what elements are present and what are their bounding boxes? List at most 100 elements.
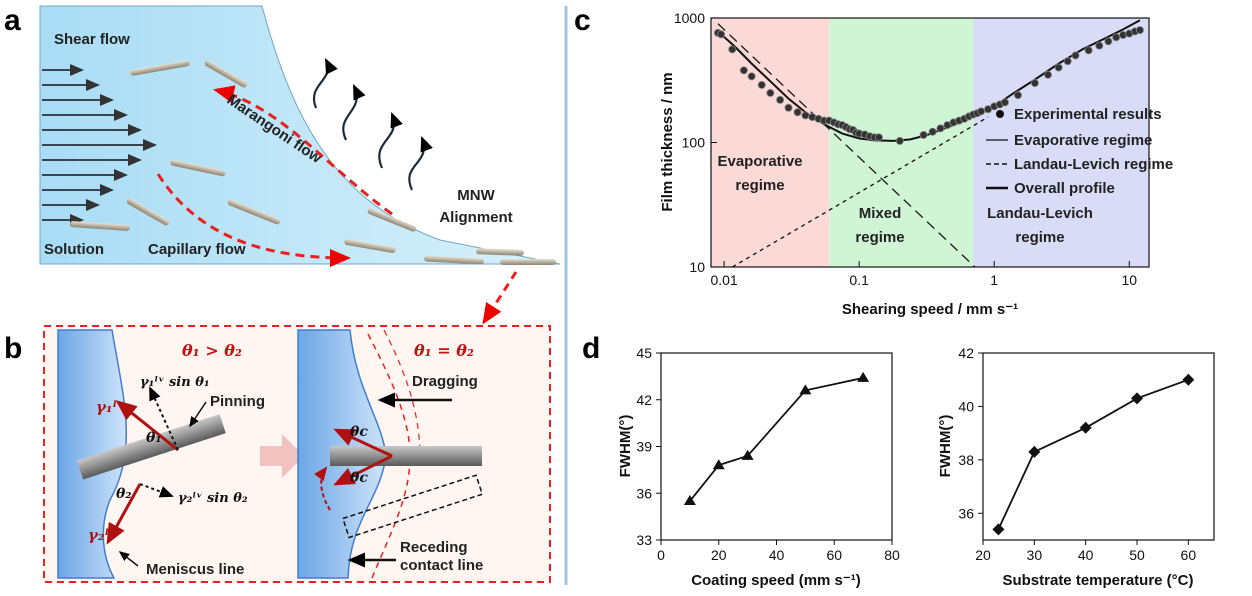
marangoni-flow-arrow xyxy=(213,85,393,216)
right-gamma-bottom-arrow xyxy=(333,454,393,486)
solution-label: Solution xyxy=(44,241,104,258)
regime-backgrounds xyxy=(711,18,1149,267)
triangle-marker xyxy=(799,384,812,395)
x-tick-label-c: 1 xyxy=(990,272,998,288)
triangle-marker xyxy=(857,371,870,382)
chart-d2-frame xyxy=(982,352,1215,541)
experimental-point xyxy=(757,80,766,89)
x-tick-label: 50 xyxy=(1129,547,1145,563)
regime-mixed-1: Mixed xyxy=(859,205,902,222)
regime-evaporative-2: regime xyxy=(735,177,784,194)
chart-d1-frame xyxy=(660,352,893,541)
y-tick-label-c: 100 xyxy=(682,135,706,151)
y-tick-label: 36 xyxy=(958,505,974,521)
experimental-point xyxy=(801,111,810,120)
regime-mixed-2: regime xyxy=(855,229,904,246)
evaporation-arrows xyxy=(312,58,433,191)
diamond-marker xyxy=(992,523,1005,536)
y-tick-label: 42 xyxy=(636,392,652,408)
chart-d2-xlabel: Substrate temperature (°C) xyxy=(1002,572,1193,589)
triangle-marker xyxy=(712,459,725,470)
right-gamma-top-arrow xyxy=(333,428,393,458)
solution-fluid-region xyxy=(39,5,561,265)
panel-a: a xyxy=(4,4,561,325)
experimental-point xyxy=(936,124,945,133)
y-tick-label: 36 xyxy=(636,485,652,501)
meniscus-line-label: Meniscus line xyxy=(146,561,244,578)
diamond-marker xyxy=(1079,421,1092,434)
right-condition: θ₁ = θ₂ xyxy=(414,341,474,360)
experimental-point xyxy=(919,130,928,139)
transition-arrow xyxy=(260,434,304,478)
landau-levich-regime-line xyxy=(731,116,989,268)
legend-experimental: Experimental results xyxy=(1014,106,1162,123)
left-nanowire xyxy=(76,414,226,480)
regime-landau-bg xyxy=(973,18,1149,267)
gamma1-label: γ₁ˡᵛ xyxy=(96,398,124,416)
experimental-point xyxy=(747,72,756,81)
chart-c-lines xyxy=(717,19,1141,268)
shear-flow-arrows xyxy=(42,64,157,226)
theta-c-top-label: θc xyxy=(350,424,368,440)
diamond-marker xyxy=(1131,392,1143,405)
panel-d-letter: d xyxy=(582,332,600,365)
gamma1-sin-label: γ₁ˡᵛ sin θ₁ xyxy=(140,375,210,390)
experimental-point xyxy=(1071,51,1080,60)
experimental-point xyxy=(928,127,937,136)
x-tick-label-c: 10 xyxy=(1121,272,1137,288)
left-meniscus xyxy=(57,329,128,579)
legend-landau: Landau-Levich regime xyxy=(1014,156,1173,173)
x-tick-label: 20 xyxy=(975,547,991,563)
meniscus-pointer xyxy=(118,551,139,567)
theta2-label: θ₂ xyxy=(116,486,131,502)
chart-d1-xlabel: Coating speed (mm s⁻¹) xyxy=(691,572,861,589)
x-tick-label: 60 xyxy=(826,547,842,563)
left-condition: θ₁ > θ₂ xyxy=(182,341,242,360)
y-tick-label: 39 xyxy=(636,439,652,455)
chart-c-xlabel: Shearing speed / mm s⁻¹ xyxy=(842,301,1018,318)
pinning-label: Pinning xyxy=(210,393,265,410)
triangle-marker xyxy=(741,449,754,460)
receding-label-line2: contact line xyxy=(400,557,483,574)
experimental-point xyxy=(1013,91,1022,100)
gamma2-arrow xyxy=(106,483,142,545)
experimental-point xyxy=(874,133,883,142)
chart-d2-ylabel: FWHM(°) xyxy=(937,415,954,478)
y-tick-label: 33 xyxy=(636,532,652,548)
mnw-label: MNW xyxy=(457,187,495,204)
experimental-point xyxy=(1054,63,1063,72)
panel-b: b θ₁ > θ₂ γ₁ˡᵛ sin θ₁ γ₁ˡᵛ θ₁ θ₂ γ₂ˡᵛ si… xyxy=(4,325,551,583)
chart-c-points xyxy=(713,26,1144,145)
x-tick-label: 40 xyxy=(1078,547,1094,563)
legend-evaporative: Evaporative regime xyxy=(1014,132,1152,149)
regime-evaporative-bg xyxy=(711,18,830,267)
experimental-point xyxy=(728,45,737,54)
x-tick-label: 60 xyxy=(1181,547,1197,563)
right-nanowire xyxy=(330,446,482,466)
regime-landau-1: Landau-Levich xyxy=(987,205,1093,222)
legend-overall: Overall profile xyxy=(1014,180,1115,197)
x-tick-label: 0 xyxy=(657,547,665,563)
diamond-marker xyxy=(1028,445,1041,458)
x-tick-label: 20 xyxy=(711,547,727,563)
experimental-point xyxy=(895,136,904,145)
experimental-point xyxy=(1000,98,1009,107)
chart-c-frame xyxy=(710,17,1150,268)
experimental-point xyxy=(784,103,793,112)
chart-d1-ylabel: FWHM(°) xyxy=(617,415,634,478)
receding-label-line1: Receding xyxy=(400,539,468,556)
chart-d2: 20 30 40 50 60 36 38 40 42 xyxy=(958,345,1196,563)
theta-c-bottom-label: θc xyxy=(350,470,368,486)
experimental-point xyxy=(1112,33,1121,42)
panel-a-letter: a xyxy=(4,4,21,37)
nanowire-rods xyxy=(70,60,556,265)
x-tick-label: 80 xyxy=(884,547,900,563)
panel-b-letter: b xyxy=(4,332,22,365)
y-tick-label: 38 xyxy=(958,452,974,468)
legend-marker-experimental xyxy=(996,110,1004,118)
diamond-marker xyxy=(1182,373,1195,386)
panel-c: c 0.01 0.1 1 10 10 100 1000 Evaporative regime… xyxy=(574,4,1173,318)
shear-flow-label: Shear flow xyxy=(54,31,130,48)
x-tick-label-c: 0.1 xyxy=(849,272,869,288)
